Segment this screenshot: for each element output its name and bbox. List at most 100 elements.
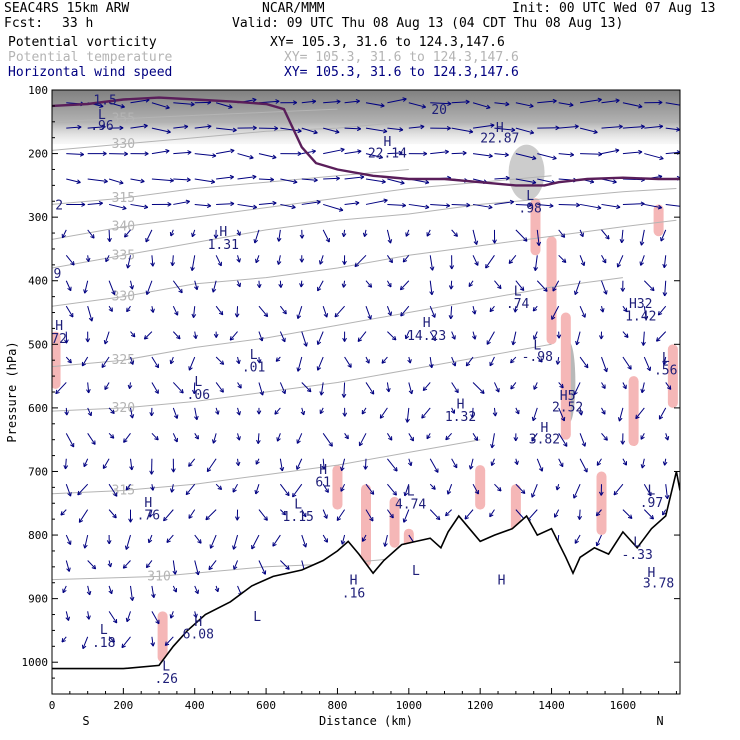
pv-extremum-label: .74 bbox=[506, 297, 530, 312]
x-tick-label: 800 bbox=[328, 699, 348, 712]
wind-vector-head bbox=[275, 357, 281, 362]
wind-vector bbox=[429, 483, 436, 490]
wind-vector-head bbox=[605, 235, 610, 240]
theta-contour-layer: 310 315 320 325 330 335 340 315 330 355 bbox=[52, 108, 677, 584]
wind-vector-head bbox=[338, 207, 344, 212]
wind-vector bbox=[365, 127, 388, 133]
wind-vector-head bbox=[423, 151, 428, 157]
wind-vector-head bbox=[143, 204, 149, 210]
wind-vector bbox=[65, 484, 72, 497]
theta-contour-label: 325 bbox=[112, 353, 135, 368]
wind-vector bbox=[408, 126, 425, 129]
wind-vector-head bbox=[120, 103, 125, 109]
wind-vector-head bbox=[234, 313, 240, 318]
wind-vector bbox=[491, 433, 495, 449]
wind-vector bbox=[122, 560, 131, 569]
wind-vector bbox=[130, 178, 145, 182]
wind-vector-head bbox=[183, 124, 189, 130]
wind-vector-head bbox=[446, 125, 451, 131]
wind-vector-head bbox=[342, 337, 347, 342]
wind-vector-head bbox=[650, 286, 655, 292]
pv-extremum-label: H bbox=[194, 615, 202, 630]
wind-vector bbox=[172, 382, 184, 394]
wind-vector-head bbox=[150, 642, 156, 647]
wind-vector-head bbox=[83, 544, 88, 549]
wind-vector bbox=[151, 484, 154, 491]
wind-vector bbox=[622, 356, 632, 370]
pv-extremum-label: H bbox=[350, 574, 358, 589]
wind-vector bbox=[472, 255, 479, 266]
wind-vector bbox=[595, 509, 602, 517]
wind-vector-head bbox=[523, 237, 528, 242]
wind-vector bbox=[130, 99, 150, 104]
wind-vector-head bbox=[643, 315, 649, 321]
wind-vector bbox=[403, 509, 410, 523]
pv-extremum-label: H bbox=[144, 496, 152, 511]
wind-vector-head bbox=[87, 411, 93, 417]
wind-vector bbox=[364, 458, 367, 470]
wind-vector-head bbox=[169, 488, 175, 493]
wind-vector bbox=[108, 432, 115, 439]
wind-vector bbox=[515, 280, 525, 291]
wind-vector-head bbox=[112, 513, 117, 519]
wind-vector bbox=[274, 407, 281, 415]
wind-vector bbox=[205, 509, 217, 521]
wind-vector-head bbox=[128, 518, 133, 523]
wind-vector-head bbox=[408, 389, 414, 395]
wind-vector bbox=[146, 560, 153, 568]
wind-vector bbox=[515, 102, 534, 107]
wind-vector bbox=[322, 483, 329, 493]
wind-vector bbox=[258, 509, 268, 521]
wind-vector bbox=[105, 255, 110, 262]
wind-vector bbox=[173, 200, 190, 205]
wind-vector bbox=[108, 203, 127, 210]
wind-vector bbox=[65, 254, 75, 266]
y-axis-label: Pressure (hPa) bbox=[5, 341, 19, 442]
pv-extremum-label: L bbox=[533, 338, 541, 353]
wind-vector bbox=[87, 229, 95, 239]
wind-vector bbox=[237, 356, 240, 364]
wind-vector bbox=[61, 636, 67, 643]
wind-vector-head bbox=[173, 414, 179, 419]
wind-vector-head bbox=[316, 340, 322, 345]
wind-vector-head bbox=[560, 416, 566, 422]
wind-vector bbox=[472, 229, 478, 245]
wind-vector-head bbox=[340, 466, 345, 472]
theta-contour bbox=[52, 169, 409, 205]
theta-contour-label: 320 bbox=[112, 401, 135, 416]
wind-vector bbox=[83, 458, 89, 467]
wind-vector-head bbox=[428, 363, 434, 369]
wind-vector bbox=[451, 152, 467, 155]
wind-vector-head bbox=[510, 358, 515, 364]
wind-vector bbox=[237, 280, 241, 288]
wind-vector-head bbox=[256, 410, 262, 415]
wind-vector-head bbox=[505, 101, 510, 107]
wind-vector bbox=[469, 458, 474, 470]
wind-vector bbox=[236, 306, 239, 318]
wind-vector-head bbox=[425, 204, 430, 210]
wind-vector-head bbox=[143, 335, 149, 340]
wind-vector-head bbox=[574, 290, 579, 296]
wind-vector bbox=[164, 636, 174, 646]
wind-vector bbox=[573, 382, 581, 396]
wind-vector-head bbox=[639, 261, 644, 266]
theta-contour bbox=[52, 219, 677, 307]
wind-vector-head bbox=[445, 511, 450, 517]
wind-vector bbox=[386, 433, 393, 441]
wind-vector-head bbox=[194, 589, 199, 595]
wind-vector-head bbox=[77, 124, 82, 130]
wind-vector bbox=[65, 611, 70, 621]
wind-vector bbox=[445, 432, 453, 441]
pink-region bbox=[332, 465, 343, 510]
wind-vector bbox=[191, 255, 196, 271]
pv-extremum-label: L bbox=[633, 535, 641, 550]
wind-vector bbox=[210, 534, 217, 549]
wind-vector bbox=[489, 356, 495, 367]
wind-vector bbox=[108, 229, 111, 242]
wind-vector-head bbox=[252, 125, 257, 131]
wind-vector-head bbox=[194, 435, 199, 440]
wind-vector-head bbox=[389, 513, 394, 519]
wind-vector-head bbox=[173, 437, 179, 443]
wind-vector bbox=[579, 407, 582, 416]
pv-extremum-label: 3.78 bbox=[643, 577, 674, 592]
